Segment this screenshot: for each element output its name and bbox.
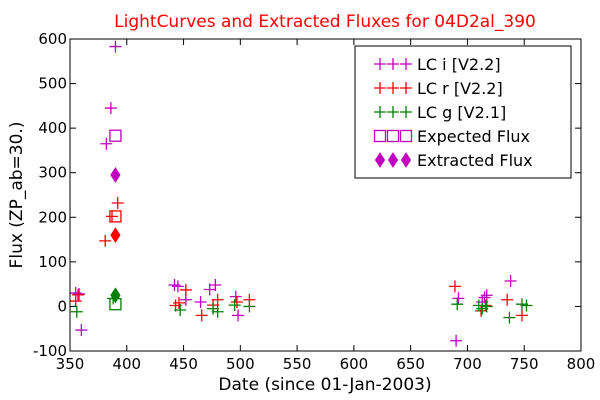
point-lc-i-v2-2-14 <box>450 334 463 347</box>
point-lc-i-v2-2-11 <box>209 279 222 292</box>
point-lc-r-v2-2-17 <box>515 309 528 322</box>
point-lc-g-v2-1-11 <box>503 311 516 324</box>
point-lc-i-v2-2-3 <box>100 137 113 150</box>
data-points <box>69 40 533 347</box>
chart-title: LightCurves and Extracted Fluxes for 04D… <box>114 12 536 32</box>
legend-marker <box>387 106 399 118</box>
point-lc-g-v2-1-13 <box>520 299 533 312</box>
y-tick-label: 600 <box>38 30 67 48</box>
plot-area-frame <box>69 38 582 352</box>
point-lc-r-v2-2-0 <box>69 295 82 308</box>
axis-ticks: 350 400 450 500 550 600 650 700 750 800 -100 0 100 20… <box>33 30 595 373</box>
point-lc-i-v2-2-6 <box>168 279 181 292</box>
legend-marker <box>374 152 386 168</box>
legend-marker <box>386 129 400 143</box>
y-tick-label: 400 <box>38 119 67 137</box>
legend-marker <box>400 58 412 70</box>
point-lc-r-v2-2-10 <box>211 293 224 306</box>
legend-entry: LC r [V2.2] <box>374 79 503 98</box>
legend-entry: LC g [V2.1] <box>374 103 506 122</box>
y-tick-label: -100 <box>33 342 67 360</box>
legend-entry: LC i [V2.2] <box>374 55 501 74</box>
legend-marker <box>387 58 399 70</box>
point-lc-g-v2-1-0 <box>70 305 83 318</box>
x-tick-label: 450 <box>169 355 198 373</box>
y-tick-label: 300 <box>38 164 67 182</box>
point-lc-i-v2-2-18 <box>480 289 493 302</box>
y-axis-label: Flux (ZP_ab=30.) <box>7 122 27 269</box>
point-lc-g-v2-1-6 <box>243 300 256 313</box>
point-lc-i-v2-2-2 <box>75 324 88 337</box>
point-lc-g-v2-1-10 <box>480 300 493 313</box>
legend: LC i [V2.2] LC r [V2.2] LC g [V2.1] Expecte… <box>354 45 572 179</box>
point-lc-i-v2-2-12 <box>229 290 242 303</box>
legend-marker <box>400 82 412 94</box>
x-tick-label: 650 <box>396 355 425 373</box>
point-lc-i-v2-2-4 <box>104 102 117 115</box>
point-lc-i-v2-2-1 <box>73 287 86 300</box>
point-expected-flux-r-0 <box>109 210 122 223</box>
legend-marker <box>387 152 399 168</box>
legend-marker <box>374 106 386 118</box>
point-lc-i-v2-2-7 <box>171 280 184 293</box>
point-lc-r-v2-2-6 <box>173 296 186 309</box>
point-expected-flux-0 <box>109 129 122 142</box>
x-tick-label: 350 <box>56 355 85 373</box>
legend-label: Expected Flux <box>417 127 530 146</box>
point-lc-r-v2-2-8 <box>195 309 208 322</box>
point-lc-i-v2-2-9 <box>194 295 207 308</box>
x-tick-label: 700 <box>453 355 482 373</box>
legend-label: LC g [V2.1] <box>417 103 506 122</box>
point-lc-r-v2-2-11 <box>230 295 243 308</box>
point-lc-r-v2-2-4 <box>111 197 124 210</box>
point-lc-r-v2-2-7 <box>179 283 192 296</box>
x-axis-label: Date (since 01-Jan-2003) <box>218 375 431 395</box>
legend-label: LC r [V2.2] <box>417 79 503 98</box>
point-lc-g-v2-1-2 <box>174 303 187 316</box>
point-extracted-flux-g-0 <box>110 287 121 304</box>
legend-marker <box>373 129 387 143</box>
x-tick-label: 600 <box>340 355 369 373</box>
point-lc-i-v2-2-19 <box>504 275 517 288</box>
point-lc-g-v2-1-4 <box>211 305 224 318</box>
point-lc-i-v2-2-15 <box>452 292 465 305</box>
legend-marker <box>374 58 386 70</box>
legend-marker <box>374 82 386 94</box>
y-tick-label: 500 <box>38 75 67 93</box>
x-tick-label: 800 <box>567 355 596 373</box>
point-lc-r-v2-2-2 <box>99 234 112 247</box>
point-lc-i-v2-2-5 <box>109 40 122 53</box>
legend-marker <box>399 129 413 143</box>
legend-marker <box>400 152 412 168</box>
legend-label: Extracted Flux <box>417 151 533 170</box>
y-tick-label: 200 <box>38 208 67 226</box>
legend-marker <box>400 106 412 118</box>
y-tick-label: 0 <box>57 297 67 315</box>
point-lc-i-v2-2-17 <box>478 291 491 304</box>
point-lc-g-v2-1-5 <box>228 299 241 312</box>
legend-marker <box>387 82 399 94</box>
legend-entry: Expected Flux <box>373 127 530 146</box>
point-lc-r-v2-2-16 <box>501 293 514 306</box>
point-extracted-flux-r-0 <box>110 227 121 244</box>
point-extracted-flux-0 <box>110 167 121 183</box>
x-tick-label: 500 <box>226 355 255 373</box>
x-tick-label: 550 <box>283 355 312 373</box>
x-tick-label: 750 <box>510 355 539 373</box>
point-lc-g-v2-1-7 <box>451 298 464 311</box>
y-tick-label: 100 <box>38 253 67 271</box>
point-lc-r-v2-2-3 <box>106 210 119 223</box>
point-lc-r-v2-2-13 <box>448 280 461 293</box>
legend-entry: Extracted Flux <box>374 151 533 170</box>
point-lc-r-v2-2-1 <box>71 288 84 301</box>
legend-label: LC i [V2.2] <box>417 55 501 74</box>
x-tick-label: 400 <box>112 355 141 373</box>
point-lc-i-v2-2-13 <box>232 309 245 322</box>
